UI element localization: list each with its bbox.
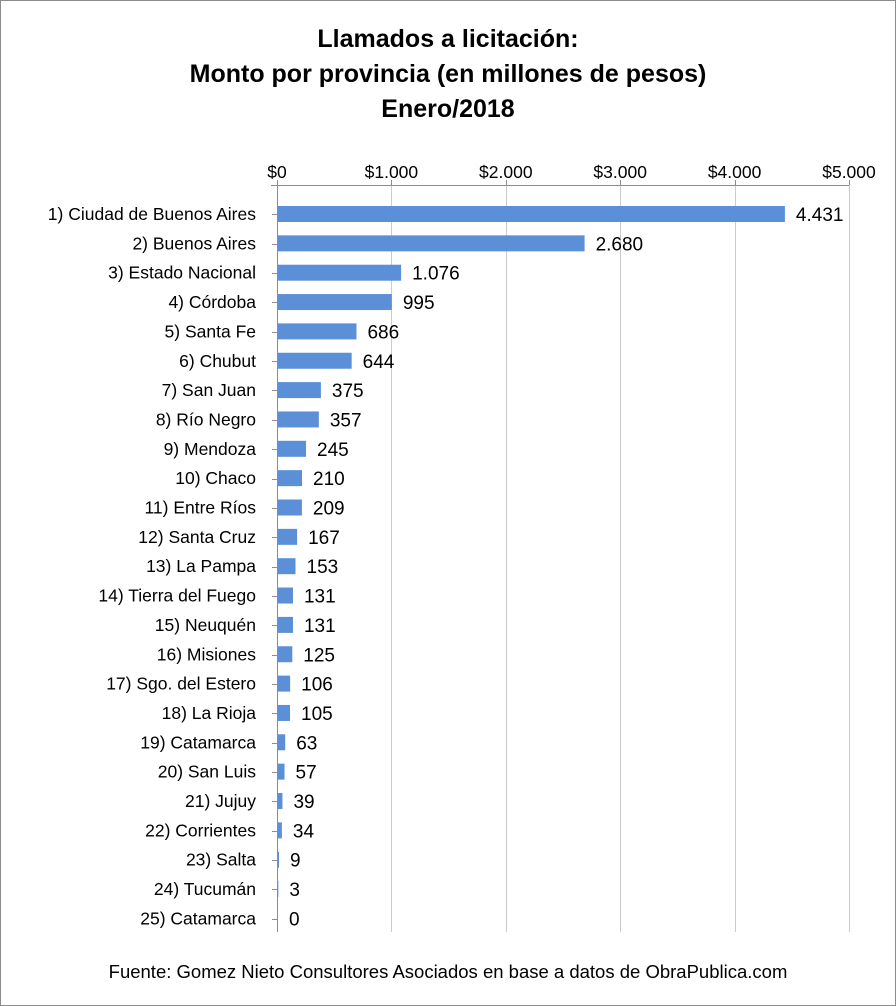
bar [278,323,357,340]
data-label: 125 [303,645,335,666]
chart-title-line-1: Llamados a licitación: [317,25,579,53]
bar [278,851,280,868]
data-label: 995 [403,293,435,314]
bar [278,411,319,428]
source-footer: Fuente: Gomez Nieto Consultores Asociado… [108,961,788,982]
category-label: 4) Córdoba [168,292,256,312]
bar [278,352,352,369]
bar [278,734,286,751]
x-tick-label: $5.000 [822,162,876,182]
category-label: 2) Buenos Aires [132,233,256,253]
bar [278,616,293,633]
bar [278,264,402,281]
bar [278,793,283,809]
x-tick-label: $1.000 [365,162,419,182]
data-label: 131 [304,616,336,637]
data-label: 39 [293,792,314,813]
bar [278,235,585,252]
x-tick-label: $4.000 [708,162,762,182]
data-label: 375 [332,381,364,402]
category-label: 7) San Juan [162,380,256,400]
category-label: 12) Santa Cruz [138,527,256,547]
bar [278,470,303,487]
category-label: 8) Río Negro [156,409,256,429]
bar [278,646,293,663]
category-label: 24) Tucumán [154,879,256,899]
category-label: 23) Salta [186,850,256,870]
category-label: 22) Corrientes [145,820,256,840]
category-label: 15) Neuquén [155,615,256,635]
category-label: 1) Ciudad de Buenos Aires [48,204,256,224]
data-label: 105 [301,704,333,725]
category-label: 17) Sgo. del Estero [106,674,256,694]
chart-title: Llamados a licitación: Monto por provinc… [0,22,896,127]
data-label: 4.431 [796,205,844,226]
data-label: 106 [301,675,333,696]
data-label: 167 [308,528,340,549]
data-label: 210 [313,469,345,490]
bar [278,499,302,516]
category-label: 3) Estado Nacional [108,263,256,283]
category-label: 20) San Luis [158,762,257,782]
bar [278,822,282,839]
data-label: 153 [307,557,339,578]
bar [278,206,785,222]
data-label: 34 [293,821,315,842]
bar [278,294,392,311]
bar [278,558,296,575]
category-label: 9) Mendoza [164,439,257,459]
category-label: 5) Santa Fe [165,321,256,341]
data-label: 0 [289,909,300,930]
data-label: 1.076 [412,264,460,285]
category-label: 11) Entre Ríos [144,498,256,518]
data-label: 357 [330,410,362,431]
bar [278,440,307,457]
data-label: 131 [304,587,336,608]
data-label: 209 [313,499,345,520]
data-label: 245 [317,440,349,461]
category-label: 21) Jujuy [185,791,256,811]
data-label: 644 [363,352,395,373]
bar [278,675,291,692]
bar [278,704,291,721]
x-tick-label: $3.000 [593,162,647,182]
chart-title-line-3: Enero/2018 [381,95,515,123]
data-label: 2.680 [596,234,644,255]
bar [278,587,293,604]
data-label: 686 [367,322,399,343]
data-label: 3 [289,880,300,901]
data-label: 63 [296,733,317,754]
category-label: 16) Misiones [157,644,256,664]
x-tick-label: $0 [267,162,287,182]
data-label: 57 [296,763,317,784]
bar [278,382,321,399]
bar [278,763,285,780]
category-label: 10) Chaco [175,468,256,488]
category-label: 18) La Rioja [162,703,257,723]
bar [278,528,298,545]
x-tick-label: $2.000 [479,162,533,182]
category-label: 19) Catamarca [140,732,256,752]
category-label: 25) Catamarca [140,908,256,928]
data-label: 9 [290,851,301,872]
category-label: 6) Chubut [179,351,256,371]
category-label: 13) La Pampa [146,556,256,576]
chart-title-line-2: Monto por provincia (en millones de peso… [189,60,707,88]
category-label: 14) Tierra del Fuego [98,586,256,606]
